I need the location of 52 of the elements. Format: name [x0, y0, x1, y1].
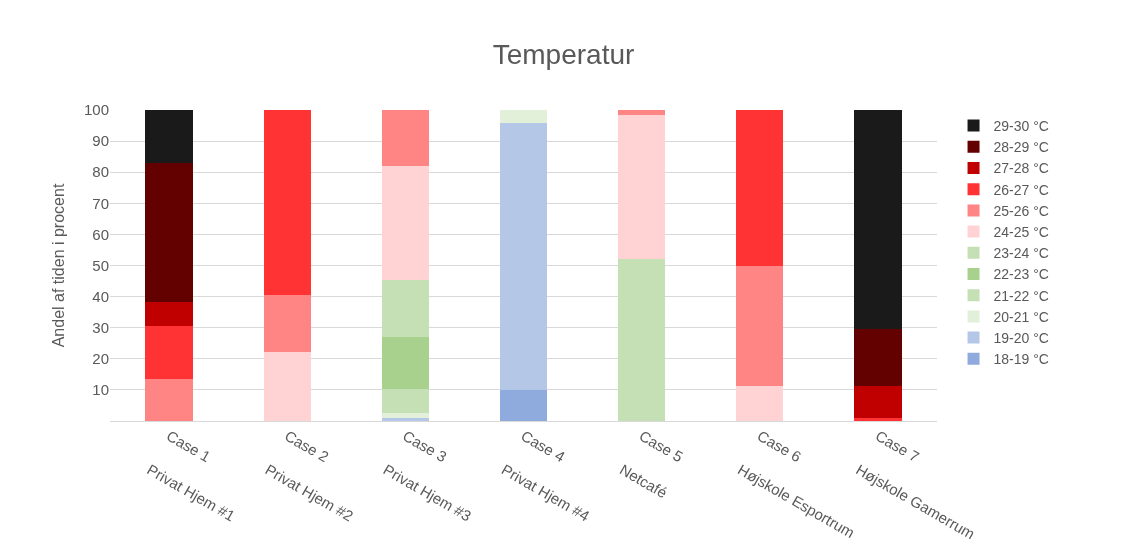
y-tick-label: 70	[92, 194, 109, 212]
bar	[854, 418, 902, 421]
y-tick-label: 40	[92, 287, 109, 305]
bar	[854, 110, 902, 329]
legend-label: 22-23 °C	[993, 266, 1049, 283]
bar	[381, 110, 429, 167]
bar	[145, 326, 193, 379]
legend-label: 29-30 °C	[993, 118, 1049, 135]
bar	[381, 413, 429, 419]
bar	[381, 418, 429, 421]
y-tick-label: 50	[92, 256, 109, 274]
bar	[381, 279, 429, 338]
legend-label: 28-29 °C	[993, 139, 1049, 156]
legend-label: 25-26 °C	[993, 202, 1049, 219]
bar	[381, 166, 429, 280]
bar	[499, 110, 548, 123]
y-tick-label: 80	[92, 163, 109, 181]
legend-label: 20-21 °C	[993, 308, 1049, 325]
bar	[736, 110, 784, 266]
chart-title: Temperatur	[492, 38, 635, 70]
bar	[145, 162, 193, 302]
bar	[145, 301, 193, 327]
bar	[263, 351, 311, 421]
legend-label: 21-22 °C	[993, 287, 1049, 304]
bar	[618, 110, 666, 115]
y-tick-label: 10	[92, 381, 109, 399]
bar	[618, 114, 666, 259]
legend-label: 23-24 °C	[993, 245, 1049, 262]
y-tick-label: 20	[92, 350, 109, 368]
legend-label: 26-27 °C	[993, 181, 1049, 198]
bar	[854, 385, 902, 419]
y-tick-label: 90	[92, 132, 109, 150]
legend-label: 19-20 °C	[993, 330, 1049, 347]
bar	[499, 389, 548, 421]
y-tick-label: 30	[92, 318, 109, 336]
bar	[736, 265, 784, 387]
bar	[145, 110, 193, 163]
y-tick-label: 100	[83, 101, 109, 119]
bar	[263, 295, 311, 352]
legend-label: 24-25 °C	[993, 224, 1049, 241]
bar	[736, 386, 784, 421]
bar	[263, 110, 311, 296]
y-axis-title: Andel af tiden i procent	[49, 183, 67, 348]
bar	[618, 258, 666, 421]
bar	[499, 122, 548, 390]
bar	[381, 388, 429, 414]
legend-label: 27-28 °C	[993, 160, 1049, 177]
legend-label: 18-19 °C	[993, 351, 1049, 368]
bar	[381, 337, 429, 389]
y-tick-label: 60	[92, 225, 109, 243]
bar	[854, 328, 902, 386]
bar	[145, 378, 193, 421]
